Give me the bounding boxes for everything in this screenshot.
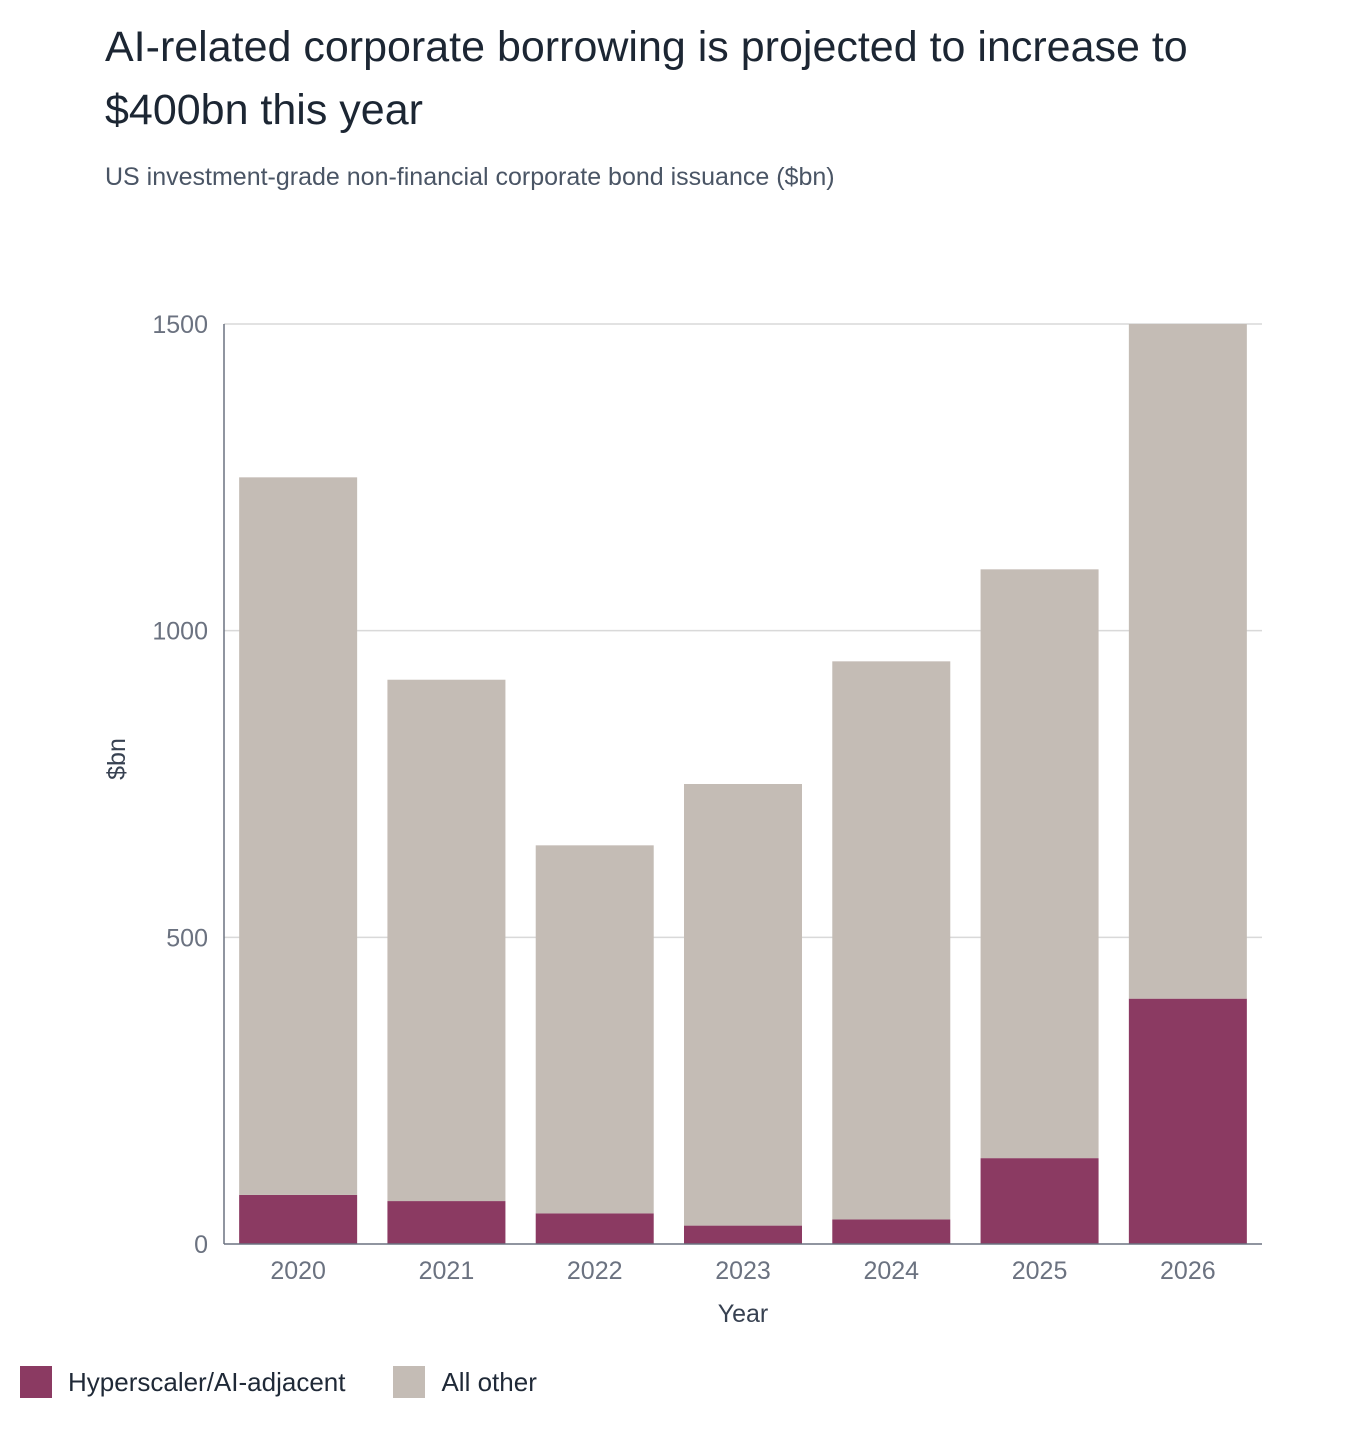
bar-all-other-2020[interactable] bbox=[239, 477, 358, 1195]
x-tick-label: 2020 bbox=[270, 1257, 326, 1285]
legend-item-hyperscaler[interactable]: Hyperscaler/AI-adjacent bbox=[20, 1366, 345, 1398]
x-tick-label: 2021 bbox=[419, 1257, 475, 1285]
legend-swatch-hyperscaler bbox=[20, 1366, 52, 1398]
bars-layer bbox=[239, 324, 1247, 1244]
bar-hyperscaler-2022[interactable] bbox=[535, 1213, 654, 1244]
legend: Hyperscaler/AI-adjacent All other bbox=[20, 1366, 585, 1398]
x-tick-label: 2024 bbox=[863, 1257, 919, 1285]
bar-hyperscaler-2024[interactable] bbox=[832, 1219, 951, 1244]
bar-all-other-2021[interactable] bbox=[387, 679, 506, 1202]
bar-hyperscaler-2023[interactable] bbox=[684, 1225, 802, 1244]
y-tick-label: 500 bbox=[166, 924, 208, 952]
bar-all-other-2022[interactable] bbox=[535, 845, 654, 1214]
x-tick-label: 2025 bbox=[1012, 1257, 1068, 1285]
x-tick-label: 2026 bbox=[1160, 1257, 1216, 1285]
x-tick-label: 2022 bbox=[567, 1257, 623, 1285]
legend-item-all-other[interactable]: All other bbox=[393, 1366, 537, 1398]
legend-label-all-other: All other bbox=[441, 1366, 537, 1397]
x-tick-label: 2023 bbox=[715, 1257, 771, 1285]
bar-all-other-2026[interactable] bbox=[1128, 324, 1247, 999]
bar-hyperscaler-2025[interactable] bbox=[980, 1158, 1099, 1244]
bar-hyperscaler-2026[interactable] bbox=[1128, 998, 1247, 1244]
x-axis-title: Year bbox=[718, 1300, 769, 1328]
axes-layer bbox=[223, 324, 1262, 1245]
labels-layer: 0 500 1000 1500 2020 2021 2022 2023 2024 2025 2026 bbox=[152, 311, 1215, 1285]
y-tick-label: 1000 bbox=[152, 618, 208, 646]
y-axis-title: $bn bbox=[103, 738, 131, 780]
bar-hyperscaler-2021[interactable] bbox=[387, 1201, 506, 1244]
bar-all-other-2024[interactable] bbox=[832, 661, 951, 1220]
bar-all-other-2023[interactable] bbox=[684, 784, 802, 1226]
chart-subtitle: US investment-grade non-financial corpor… bbox=[105, 163, 835, 191]
bar-hyperscaler-2020[interactable] bbox=[239, 1194, 358, 1244]
legend-swatch-all-other bbox=[393, 1366, 426, 1398]
legend-label-hyperscaler: Hyperscaler/AI-adjacent bbox=[68, 1366, 346, 1397]
bar-all-other-2025[interactable] bbox=[980, 569, 1099, 1159]
y-tick-label: 0 bbox=[194, 1231, 208, 1259]
chart-title: AI-related corporate borrowing is projec… bbox=[105, 23, 1188, 134]
y-tick-label: 1500 bbox=[152, 311, 208, 339]
